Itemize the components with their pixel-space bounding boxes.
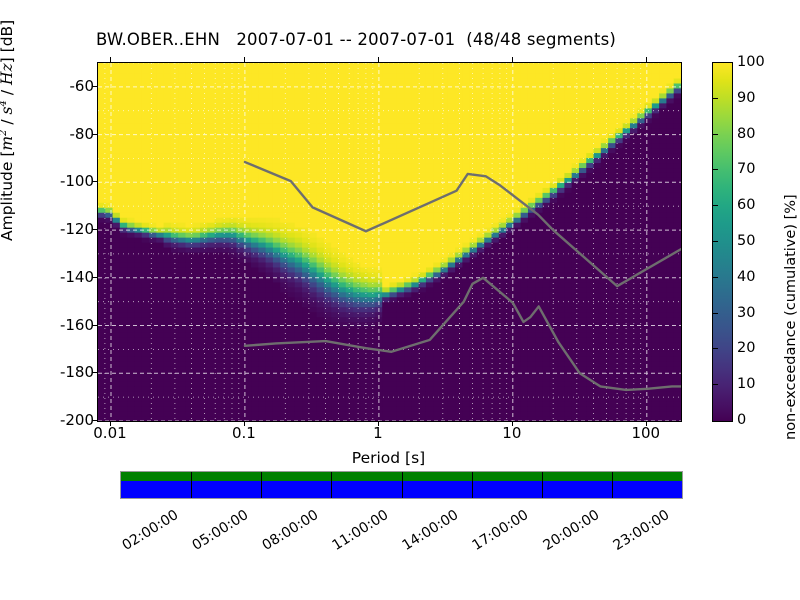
coverage-tick bbox=[541, 472, 543, 498]
y-tick-mark bbox=[92, 85, 97, 87]
y-tick-label: -160 bbox=[59, 315, 94, 334]
x-tick-label: 10 bbox=[502, 424, 522, 442]
y-tick-label: -180 bbox=[59, 363, 94, 382]
x-tick-mark bbox=[511, 421, 513, 426]
x-tick-mark-top bbox=[511, 57, 513, 62]
plot-gridlines bbox=[98, 63, 681, 421]
page-title: BW.OBER..EHN 2007-07-01 -- 2007-07-01 (4… bbox=[95, 30, 617, 49]
colorbar-tick-mark bbox=[713, 312, 718, 314]
colorbar-tick-mark bbox=[713, 384, 718, 386]
x-tick-mark bbox=[377, 421, 379, 426]
colorbar-tick-label: 50 bbox=[737, 233, 756, 249]
colorbar-tick-label: 10 bbox=[737, 376, 756, 393]
colorbar-tick-mark bbox=[713, 169, 718, 171]
coverage-tick bbox=[191, 472, 193, 498]
colorbar-tick-label: 20 bbox=[737, 340, 756, 357]
x-tick-mark-top bbox=[243, 57, 245, 62]
colorbar-tick-label: 60 bbox=[737, 197, 756, 214]
y-tick-label: -200 bbox=[59, 411, 94, 429]
coverage-tick bbox=[261, 472, 263, 498]
ppsd-plot-area[interactable] bbox=[97, 62, 682, 422]
coverage-bar[interactable] bbox=[120, 471, 683, 499]
y-axis-label: Amplitude [m2 / s4 / Hz] [dB] bbox=[0, 20, 16, 241]
x-axis-label: Period [s] bbox=[351, 449, 426, 467]
colorbar-tick-mark bbox=[713, 348, 718, 350]
colorbar-gradient bbox=[713, 63, 732, 421]
y-axis-label-slash-a: / bbox=[0, 114, 16, 129]
time-tick-label: 20:00:00 bbox=[540, 507, 602, 554]
time-tick-label: 08:00:00 bbox=[259, 507, 322, 554]
time-tick-label: 05:00:00 bbox=[189, 507, 252, 554]
x-tick-mark-top bbox=[377, 57, 379, 62]
x-tick-mark bbox=[645, 421, 647, 426]
colorbar-tick-mark bbox=[713, 241, 718, 242]
time-tick-label: 23:00:00 bbox=[610, 507, 672, 554]
colorbar-tick-label: 100 bbox=[737, 54, 765, 70]
noise-model-curves bbox=[243, 160, 681, 392]
y-tick-label: -120 bbox=[59, 220, 94, 239]
colorbar-tick-mark bbox=[713, 276, 718, 278]
colorbar-tick-mark bbox=[713, 205, 718, 207]
y-axis-label-suffix: ] [dB] bbox=[0, 19, 17, 64]
y-tick-mark bbox=[92, 420, 97, 421]
colorbar-tick-mark bbox=[713, 97, 718, 99]
y-axis-label-prefix: Amplitude [ bbox=[0, 151, 17, 241]
y-tick-mark bbox=[92, 229, 97, 231]
ppsd-histogram bbox=[98, 63, 681, 421]
y-tick-mark bbox=[92, 181, 97, 183]
x-tick-mark bbox=[243, 421, 245, 426]
y-axis-label-slash-b: / bbox=[0, 85, 16, 100]
x-tick-label: 0.1 bbox=[231, 424, 256, 442]
colorbar-tick-mark bbox=[713, 133, 718, 135]
y-tick-mark bbox=[92, 276, 97, 278]
y-tick-mark bbox=[92, 372, 97, 374]
x-tick-label: 1 bbox=[373, 424, 383, 442]
colorbar bbox=[712, 62, 733, 422]
coverage-tick bbox=[401, 472, 403, 498]
colorbar-tick-label: 80 bbox=[737, 125, 756, 142]
y-tick-label: -100 bbox=[59, 172, 94, 191]
x-tick-label: 0.01 bbox=[93, 424, 127, 442]
coverage-tick bbox=[471, 472, 473, 498]
y-axis-label-s-exp: 4 bbox=[0, 100, 9, 106]
y-axis-label-hz: Hz bbox=[0, 63, 17, 86]
y-tick-mark bbox=[92, 133, 97, 135]
colorbar-tick-label: 0 bbox=[737, 412, 747, 428]
colorbar-tick-label: 70 bbox=[737, 161, 756, 178]
time-tick-label: 14:00:00 bbox=[399, 507, 462, 554]
x-tick-mark-top bbox=[645, 57, 647, 62]
coverage-tick bbox=[611, 472, 613, 498]
y-tick-label: -140 bbox=[59, 267, 94, 286]
y-axis-label-s: s bbox=[0, 106, 16, 114]
time-tick-label: 17:00:00 bbox=[469, 507, 532, 554]
colorbar-label: non-exceedance (cumulative) [%] bbox=[783, 194, 799, 440]
x-tick-mark bbox=[109, 421, 111, 426]
colorbar-tick-mark bbox=[713, 62, 718, 63]
colorbar-tick-label: 30 bbox=[737, 304, 756, 321]
time-tick-label: 11:00:00 bbox=[329, 507, 392, 554]
time-tick-label: 02:00:00 bbox=[119, 507, 182, 554]
x-tick-mark-top bbox=[109, 57, 111, 62]
y-axis-label-m-exp: 2 bbox=[0, 130, 9, 136]
y-tick-label: -80 bbox=[69, 124, 95, 143]
ppsd-canvas bbox=[98, 63, 681, 421]
coverage-tick bbox=[331, 472, 333, 498]
x-tick-label: 100 bbox=[631, 424, 661, 442]
colorbar-tick-label: 40 bbox=[737, 268, 756, 285]
y-tick-mark bbox=[92, 324, 97, 326]
colorbar-tick-label: 90 bbox=[737, 89, 756, 106]
y-axis-label-m: m bbox=[0, 136, 16, 151]
y-tick-label: -60 bbox=[69, 76, 95, 95]
